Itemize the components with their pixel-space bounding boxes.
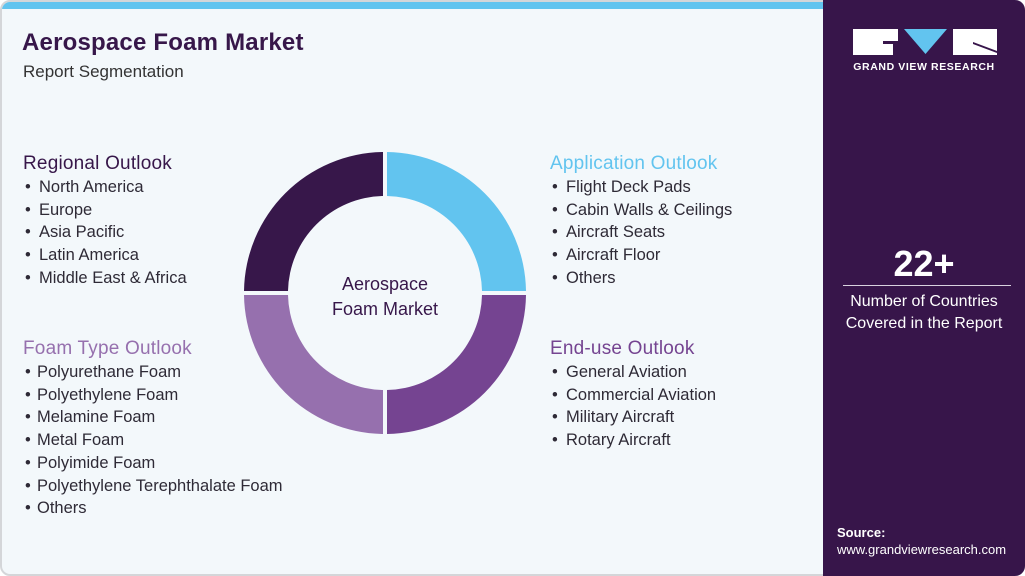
foam-type-outlook-list: Polyurethane Foam Polyethylene Foam Mela… (23, 361, 283, 520)
donut-quadrant-end-use (387, 295, 526, 434)
countries-label: Number of Countries Covered in the Repor… (823, 291, 1025, 335)
donut-quadrant-regional (244, 152, 383, 291)
list-item: Polyethylene Terephthalate Foam (23, 475, 283, 498)
donut-center-line-1: Aerospace (341, 274, 429, 294)
list-item: Middle East & Africa (23, 267, 187, 290)
page-title: Aerospace Foam Market (22, 29, 304, 56)
countries-count: 22+ (893, 243, 955, 284)
list-item: Asia Pacific (23, 221, 187, 244)
list-item: Rotary Aircraft (550, 429, 716, 452)
list-item: Military Aircraft (550, 406, 716, 429)
regional-outlook-heading: Regional Outlook (23, 153, 172, 174)
list-item: Polyurethane Foam (23, 361, 283, 384)
list-item: Polyimide Foam (23, 452, 283, 475)
application-outlook-segment: Application Outlook Flight Deck Pads Cab… (550, 152, 732, 290)
list-item: Others (23, 497, 283, 520)
list-item: Metal Foam (23, 429, 283, 452)
list-item: Flight Deck Pads (550, 176, 732, 199)
foam-type-outlook-segment: Foam Type Outlook Polyurethane Foam Poly… (23, 337, 283, 520)
end-use-outlook-heading: End-use Outlook (550, 338, 695, 359)
source-url: www.grandviewresearch.com (837, 542, 1007, 557)
list-item: Europe (23, 199, 187, 222)
foam-type-outlook-heading: Foam Type Outlook (23, 338, 192, 359)
regional-outlook-list: North America Europe Asia Pacific Latin … (23, 176, 187, 290)
list-item: Latin America (23, 244, 187, 267)
list-item: Aircraft Seats (550, 221, 732, 244)
brand-sidebar: GRAND VIEW RESEARCH 22+ Number of Countr… (823, 0, 1025, 576)
regional-outlook-segment: Regional Outlook North America Europe As… (23, 152, 187, 290)
stat-divider (843, 285, 1011, 286)
list-item: Aircraft Floor (550, 244, 732, 267)
donut-center-label: Aerospace Foam Market (305, 272, 465, 322)
list-item: Polyethylene Foam (23, 384, 283, 407)
application-outlook-list: Flight Deck Pads Cabin Walls & Ceilings … (550, 176, 732, 290)
accent-top-bar (2, 2, 824, 9)
donut-quadrant-application (387, 152, 526, 291)
source-label: Source: (837, 525, 886, 540)
list-item: Cabin Walls & Ceilings (550, 199, 732, 222)
list-item: Melamine Foam (23, 406, 283, 429)
application-outlook-heading: Application Outlook (550, 153, 718, 174)
donut-center-line-2: Foam Market (331, 299, 439, 319)
list-item: Others (550, 267, 732, 290)
list-item: General Aviation (550, 361, 716, 384)
countries-label-line-1: Number of Countries (850, 293, 998, 310)
segmentation-panel: Aerospace Foam Market Report Segmentatio… (0, 0, 826, 576)
end-use-outlook-list: General Aviation Commercial Aviation Mil… (550, 361, 716, 452)
end-use-outlook-segment: End-use Outlook General Aviation Commerc… (550, 337, 716, 452)
page-subtitle: Report Segmentation (23, 62, 184, 81)
segmentation-donut (244, 152, 526, 434)
list-item: North America (23, 176, 187, 199)
list-item: Commercial Aviation (550, 384, 716, 407)
countries-label-line-2: Covered in the Report (845, 315, 1003, 332)
donut-quadrant-foam-type (244, 295, 383, 434)
gvr-logo-icon (853, 29, 997, 55)
logo-text: GRAND VIEW RESEARCH (853, 61, 995, 73)
